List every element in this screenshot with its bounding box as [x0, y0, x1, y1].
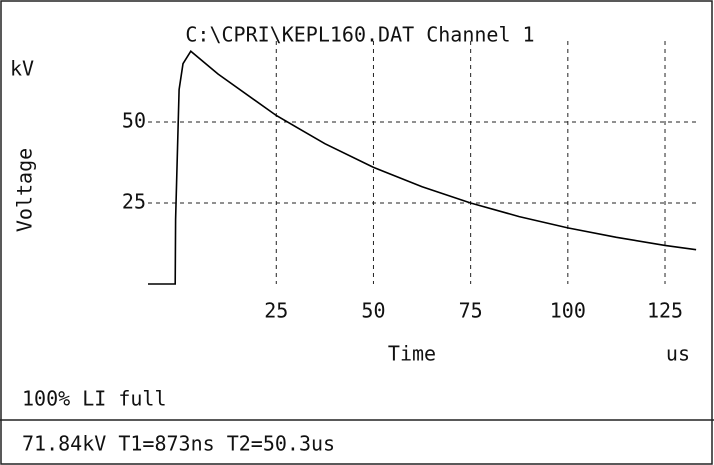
annotation: 100% LI full — [22, 387, 167, 411]
y-tick-label: 25 — [122, 190, 146, 214]
annotation: 71.84kV T1=873ns T2=50.3us — [22, 432, 335, 456]
y-axis-label: Voltage — [13, 148, 37, 232]
y-tick-label: 50 — [122, 109, 146, 133]
x-tick-label: 50 — [361, 299, 385, 323]
x-tick-label: 75 — [459, 299, 483, 323]
y-unit: kV — [10, 57, 34, 81]
chart-title: C:\CPRI\KEPL160.DAT Channel 1 — [185, 23, 534, 47]
waveform — [148, 49, 697, 285]
x-tick-label: 25 — [264, 299, 288, 323]
x-tick-label: 100 — [550, 299, 586, 323]
x-unit: us — [666, 342, 690, 366]
x-axis-label: Time — [388, 342, 436, 366]
x-tick-label: 125 — [647, 299, 683, 323]
